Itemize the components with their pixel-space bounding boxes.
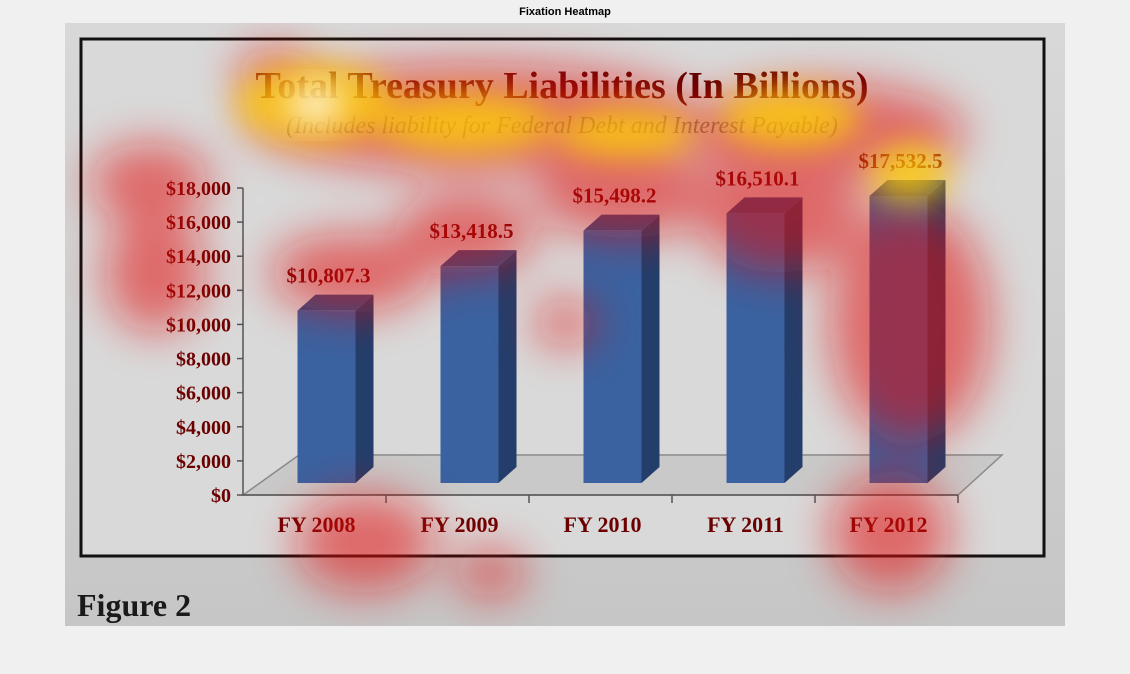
figure-caption: Figure 2 [77, 587, 191, 623]
chart-title: Total Treasury Liabilities (In Billions) [255, 65, 868, 107]
heatmap-stage: $0 $2,000 $4,000 $6,000 $8,000 $10,000 $12,000… [65, 23, 1065, 626]
bar-side [355, 294, 374, 483]
x-tick-label: FY 2012 [849, 512, 927, 537]
y-tick-label: $8,000 [176, 349, 231, 371]
x-tick-label: FY 2010 [563, 512, 641, 537]
bar-value-label: $17,532.5 [859, 149, 943, 173]
bar [297, 310, 356, 483]
x-tick-label: FY 2009 [420, 512, 498, 537]
y-tick-label: $4,000 [176, 417, 231, 439]
bar-group [869, 179, 946, 484]
bar [726, 213, 785, 483]
bar-chart: $0 $2,000 $4,000 $6,000 $8,000 $10,000 $12,000… [65, 23, 1065, 626]
chart-subtitle: (Includes liability for Federal Debt and… [286, 113, 838, 139]
y-tick-label: $12,000 [166, 280, 231, 302]
y-tick-label: $2,000 [176, 451, 231, 473]
bar-group [726, 197, 803, 483]
y-tick-label: $10,000 [166, 314, 231, 336]
y-tick-label: $6,000 [176, 383, 231, 405]
y-tick-label: $18,000 [166, 178, 231, 200]
bar [583, 230, 642, 483]
bar-value-label: $16,510.1 [716, 166, 800, 190]
bar-group [583, 214, 660, 483]
bar-value-label: $15,498.2 [573, 184, 657, 208]
x-tick-label: FY 2008 [277, 512, 355, 537]
bar-value-label: $10,807.3 [287, 264, 371, 288]
bar [869, 195, 928, 484]
bar-group [440, 250, 517, 483]
bar [440, 266, 499, 483]
bar-group [297, 294, 374, 483]
y-tick-label: $14,000 [166, 246, 231, 268]
figure-title: Fixation Heatmap [519, 6, 611, 18]
bar-value-label: $13,418.5 [430, 219, 514, 243]
bar-side [927, 179, 946, 484]
y-tick-label: $16,000 [166, 212, 231, 234]
bar-side [641, 214, 660, 483]
x-tick-label: FY 2011 [707, 512, 784, 537]
y-tick-label: $0 [211, 485, 231, 507]
bar-side [784, 197, 803, 483]
bar-side [498, 250, 517, 483]
